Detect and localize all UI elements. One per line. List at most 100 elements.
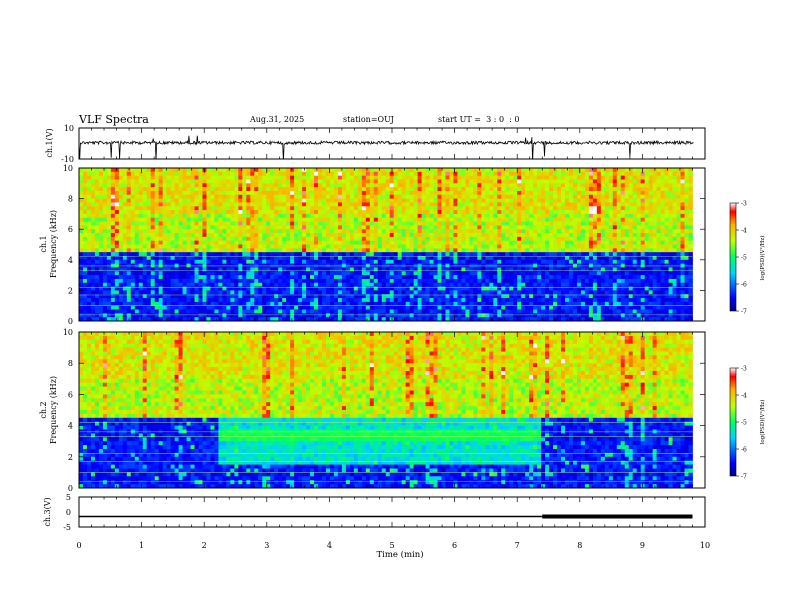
spectrogram-cell <box>226 229 231 234</box>
spectrogram-cell <box>345 171 351 177</box>
spectrogram-cell <box>417 217 422 222</box>
spectrogram-cell <box>341 225 347 230</box>
spectrogram-cell <box>381 198 387 203</box>
spectrogram-cell <box>365 225 371 230</box>
spectrogram-cell <box>194 225 199 230</box>
spectrogram-cell <box>190 301 195 307</box>
spectrogram-cell <box>333 240 339 245</box>
spectrogram-cell <box>102 190 108 196</box>
spectrogram-cell <box>373 187 379 192</box>
spectrogram-cell <box>254 168 259 173</box>
spectrogram-cell <box>561 240 566 245</box>
spectrogram-cell <box>186 301 191 307</box>
spectrogram-cell <box>353 175 359 180</box>
spectrogram-cell <box>393 194 399 200</box>
spectrogram-cell <box>529 190 534 196</box>
spectrogram-cell <box>310 271 315 276</box>
spectrogram-cell <box>377 290 383 295</box>
spectrogram-cell <box>333 229 339 234</box>
spectrogram-cell <box>178 233 183 238</box>
spectrogram-cell <box>162 213 168 219</box>
spectrogram-cell <box>461 213 466 219</box>
spectrogram-cell <box>441 244 446 249</box>
spectrogram-cell <box>533 202 538 207</box>
spectrogram-cell <box>445 244 450 249</box>
spectrogram-cell <box>537 213 542 219</box>
spectrogram-cell <box>537 252 542 257</box>
spectrogram-cell <box>310 175 315 180</box>
spectrogram-cell <box>178 248 183 253</box>
spectrogram-cell <box>541 259 546 265</box>
spectrogram-cell <box>126 221 132 226</box>
spectrogram-cell <box>302 248 307 253</box>
spectrogram-cell <box>278 244 283 249</box>
spectrogram-cell <box>553 298 558 303</box>
spectrogram-cell <box>238 194 243 200</box>
spectrogram-cell <box>497 194 502 200</box>
spectrogram-cell <box>146 190 152 196</box>
spectrogram-cell <box>206 301 211 307</box>
spectrogram-cell <box>517 213 522 219</box>
spectrogram-cell <box>521 255 526 261</box>
spectrogram-cell <box>497 248 502 253</box>
spectrogram-cell <box>365 294 371 299</box>
spectrogram-cell <box>318 267 323 272</box>
spectrogram-cell <box>314 187 319 192</box>
spectrogram-cell <box>230 179 235 184</box>
spectrogram-cell <box>206 255 211 261</box>
spectrogram-cell <box>270 271 275 276</box>
spectrogram-cell <box>162 259 168 265</box>
spectrogram-cell <box>381 194 387 200</box>
spectrogram-cell <box>294 213 299 219</box>
spectrogram-cell <box>453 221 458 226</box>
spectrogram-cell <box>202 317 207 322</box>
spectrogram-cell <box>86 175 92 180</box>
spectrogram-cell <box>421 190 426 196</box>
spectrogram-cell <box>270 210 275 215</box>
spectrogram-cell <box>82 236 88 242</box>
spectrogram-cell <box>246 221 251 226</box>
spectrogram-cell <box>79 271 84 276</box>
spectrogram-cell <box>262 271 267 276</box>
spectrogram-cell <box>429 290 434 295</box>
spectrogram-cell <box>497 259 502 265</box>
spectrogram-cell <box>94 183 100 188</box>
spectrogram-cell <box>278 179 283 184</box>
spectrogram-cell <box>250 233 255 238</box>
spectrogram-cell <box>389 171 395 177</box>
spectrogram-cell <box>270 244 275 249</box>
spectrogram-cell <box>389 286 395 291</box>
spectrogram-cell <box>166 225 172 230</box>
spectrogram-cell <box>294 198 299 203</box>
spectrogram-cell <box>222 305 227 310</box>
spectrogram-cell <box>150 179 156 184</box>
spectrogram-cell <box>369 252 375 257</box>
spectrogram-cell <box>274 271 279 276</box>
spectrogram-cell <box>417 168 422 173</box>
spectrogram-cell <box>206 236 211 242</box>
spectrogram-cell <box>210 229 215 234</box>
spectrogram-cell <box>541 179 546 184</box>
spectrogram-cell <box>429 248 434 253</box>
spectrogram-cell <box>210 217 215 222</box>
spectrogram-cell <box>146 202 152 207</box>
spectrogram-cell <box>557 190 562 196</box>
spectrogram-cell <box>262 171 267 177</box>
spectrogram-cell <box>242 271 247 276</box>
spectrogram-cell <box>290 168 295 173</box>
spectrogram-cell <box>242 175 247 180</box>
spectrogram-cell <box>373 301 379 307</box>
spectrogram-cell <box>90 168 96 173</box>
spectrogram-cell <box>517 278 522 284</box>
spectrogram-cell <box>413 175 419 180</box>
spectrogram-cell <box>166 175 172 180</box>
spectrogram-cell <box>242 229 247 234</box>
spectrogram-cell <box>513 210 518 215</box>
spectrogram-cell <box>266 255 271 261</box>
spectrogram-cell <box>182 309 187 314</box>
spectrogram-cell <box>94 248 100 253</box>
spectrogram-cell <box>473 252 478 257</box>
spectrogram-cell <box>373 255 379 261</box>
spectrogram-cell <box>146 267 152 272</box>
spectrogram-cell <box>397 210 403 215</box>
